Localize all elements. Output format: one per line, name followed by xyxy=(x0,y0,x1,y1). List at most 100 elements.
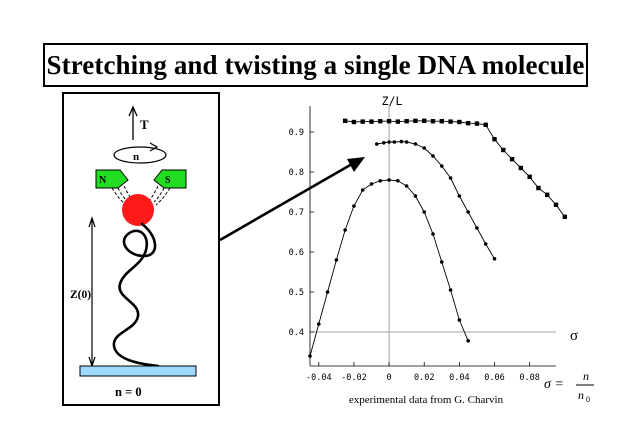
series-2-line xyxy=(376,141,495,260)
series-3-point xyxy=(431,232,435,236)
series-2-point xyxy=(404,140,409,144)
series-1-point xyxy=(448,119,453,124)
series-3-point xyxy=(387,178,391,182)
series-1-point xyxy=(360,119,365,124)
series-2-point xyxy=(399,139,404,144)
series-3-point xyxy=(352,204,356,208)
x-tick-label: 0.08 xyxy=(519,373,539,383)
series-2-point xyxy=(439,164,444,168)
chart-caption: experimental data from G. Charvin xyxy=(349,394,504,406)
series-3-point xyxy=(413,194,418,198)
series-1-point xyxy=(422,118,427,123)
series-3-point xyxy=(422,210,427,214)
series-3-point xyxy=(448,288,453,292)
series-1-point xyxy=(483,122,488,127)
series-3-point xyxy=(325,290,330,294)
turns-label: n = 0 xyxy=(115,385,142,399)
tension-arrow-head xyxy=(128,105,138,117)
series-1-point xyxy=(378,119,383,124)
series-2-point xyxy=(457,194,462,198)
pointer-arrow xyxy=(219,162,353,242)
series-1-point xyxy=(351,119,357,125)
formula-numerator: n xyxy=(583,369,589,383)
y-tick-label: 0.8 xyxy=(289,168,304,178)
series-2-point xyxy=(422,146,427,150)
series-1-point xyxy=(536,185,541,191)
series-3-point xyxy=(396,179,400,183)
chart-series xyxy=(308,118,567,358)
series-2-point xyxy=(413,142,418,146)
chart-ticks: -0.04 -0.02 0 0.02 0.04 0.06 0.08 0.4 0.5 0.6 0.7 0… xyxy=(289,128,540,383)
series-1-point xyxy=(404,119,409,124)
y-tick-label: 0.7 xyxy=(289,208,304,218)
rotation-icon xyxy=(113,146,167,164)
series-2-point xyxy=(387,140,391,144)
y-tick-label: 0.6 xyxy=(289,248,304,258)
series-1-point xyxy=(457,119,462,125)
series-1-point xyxy=(465,121,471,126)
series-1-point xyxy=(527,174,532,179)
series-1-line xyxy=(345,120,566,218)
magnet-north xyxy=(95,169,129,189)
rotation-arrow-head xyxy=(149,142,159,152)
formula-lhs: σ = xyxy=(544,377,564,392)
series-2-point xyxy=(492,257,497,261)
series-1-point xyxy=(562,214,567,219)
series-1-point xyxy=(430,119,436,124)
series-3-point xyxy=(439,260,444,264)
pointer-arrow-head xyxy=(347,157,365,172)
formula-denominator: n xyxy=(578,388,584,402)
series-2-point xyxy=(483,242,488,246)
extension-label: Z(0) xyxy=(70,289,91,301)
chart-axes xyxy=(309,106,556,367)
y-tick-label: 0.9 xyxy=(289,128,304,138)
rotation-label: n xyxy=(133,151,139,163)
series-3-point xyxy=(334,258,339,262)
y-tick-label: 0.5 xyxy=(289,288,304,298)
series-1-point xyxy=(553,202,559,207)
dna-molecule xyxy=(112,222,160,368)
x-tick-label: 0.04 xyxy=(449,373,469,383)
magnet-south-label: S xyxy=(165,175,171,186)
series-2-point xyxy=(448,176,453,180)
series-3-point xyxy=(316,322,321,326)
x-tick-label: 0.06 xyxy=(484,373,504,383)
series-2-point xyxy=(392,140,397,144)
series-2-point xyxy=(466,210,470,214)
series-3-point xyxy=(466,339,470,343)
series-2-point xyxy=(475,226,479,230)
x-axis-label: σ xyxy=(570,328,578,344)
chart-title: Z/L xyxy=(382,94,403,108)
series-2-point xyxy=(374,142,379,146)
glass-surface xyxy=(79,365,197,377)
series-3-point xyxy=(457,318,462,322)
page-title: Stretching and twisting a single DNA mol… xyxy=(43,43,588,87)
series-2-point xyxy=(431,154,435,158)
y-tick-label: 0.4 xyxy=(289,328,304,338)
x-tick-label: 0 xyxy=(387,373,392,383)
series-1-point xyxy=(509,157,515,162)
series-3-point xyxy=(378,179,383,183)
series-1-point xyxy=(369,119,374,124)
extension-arrow-top xyxy=(88,216,96,228)
series-1-point xyxy=(342,118,348,123)
series-1-point xyxy=(474,121,480,126)
series-3-point xyxy=(308,354,312,358)
magnet-south xyxy=(153,169,187,189)
series-2-point xyxy=(382,141,386,145)
series-1-point xyxy=(518,165,524,171)
series-3-point xyxy=(343,228,347,232)
series-1-point xyxy=(492,137,497,142)
series-1-point xyxy=(395,119,401,124)
x-tick-label: -0.04 xyxy=(306,373,332,383)
series-1-point xyxy=(439,119,444,124)
series-1-point xyxy=(386,119,392,124)
series-3-point xyxy=(360,188,365,192)
magnetic-bead xyxy=(122,194,154,226)
series-1-point xyxy=(501,147,506,153)
x-tick-label: 0.02 xyxy=(414,373,434,383)
magnet-north-label: N xyxy=(99,175,107,186)
series-1-point xyxy=(413,118,418,123)
